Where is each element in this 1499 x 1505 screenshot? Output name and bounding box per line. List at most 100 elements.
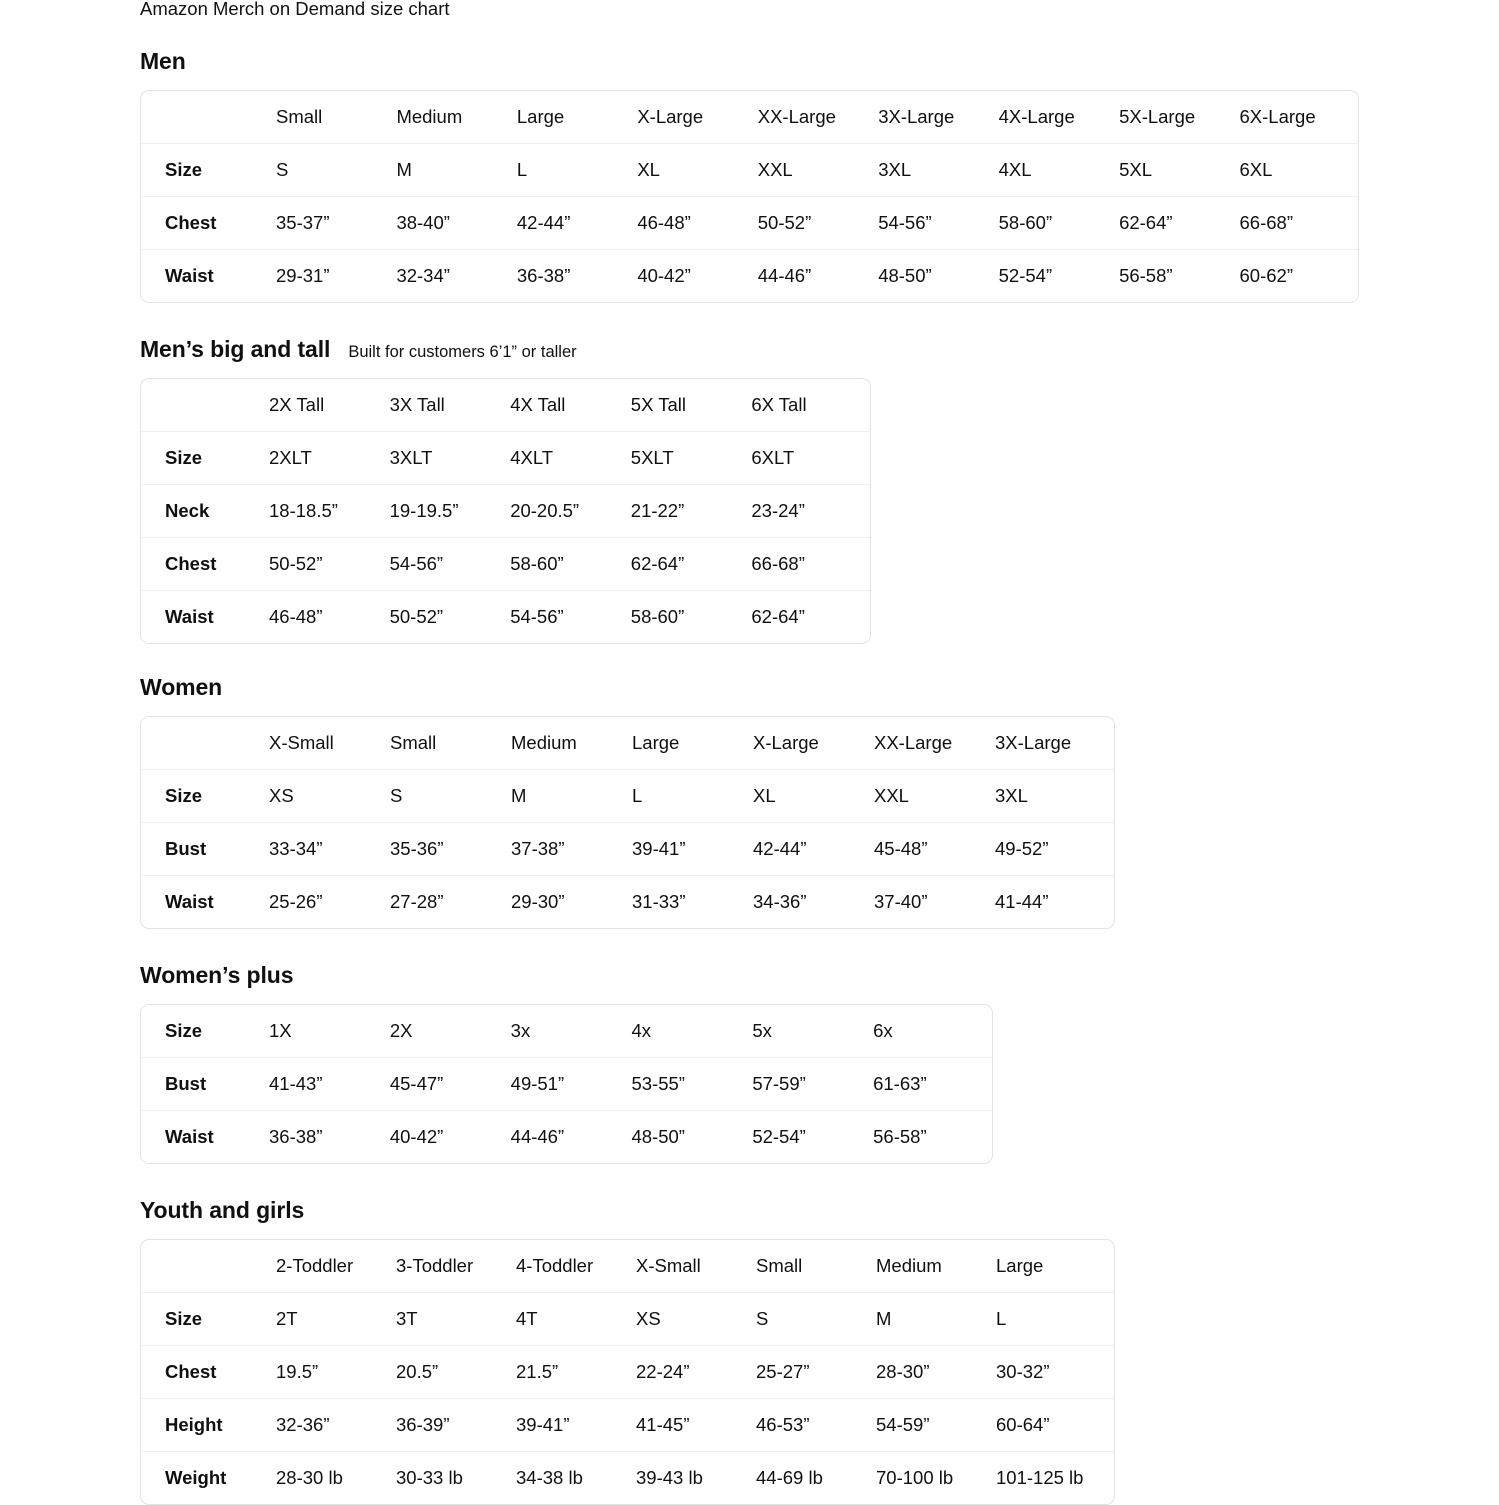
table-cell: L (514, 143, 636, 196)
column-header: X-Large (637, 106, 704, 127)
table-cell: 20-20.5” (508, 484, 629, 537)
table-cell: 50-52” (267, 537, 388, 590)
column-header: Large (516, 106, 565, 127)
table-cell: 61-63” (871, 1057, 992, 1110)
table-cell: 42-44” (514, 196, 636, 249)
table-cell: 54-56” (508, 590, 629, 643)
table-cell: 50-52” (387, 590, 509, 643)
table-row: Waist 29-31” 32-34” 36-38” 40-42” 44-46” 48-50… (141, 249, 1358, 302)
table-cell: 36-39” (394, 1398, 514, 1451)
table-cell: 22-24” (634, 1345, 754, 1398)
table-cell: 4x (631, 1020, 652, 1041)
table-header-row: 2X Tall 3X Tall 4X Tall 5X Tall 6X Tall (141, 379, 870, 431)
table-cell: 40-42” (387, 1110, 509, 1163)
column-header: X-Small (636, 1255, 701, 1276)
row-label: Weight (141, 1451, 274, 1504)
table-cell: XS (267, 769, 388, 822)
header-corner-cell (141, 1240, 274, 1292)
table-cell: 3XL (876, 143, 997, 196)
column-header: 4X Tall (510, 394, 566, 415)
table-cell: 56-58” (1117, 249, 1238, 302)
table-cell: 20.5” (394, 1345, 514, 1398)
table-cell: 18-18.5” (267, 484, 388, 537)
table-cell: 29-31” (274, 249, 395, 302)
table-cell: XL (635, 143, 756, 196)
row-label: Bust (141, 1057, 267, 1110)
table-cell: 30-32” (994, 1345, 1114, 1398)
table-cell: 49-52” (993, 822, 1114, 875)
table-cell: 3XL (993, 769, 1114, 822)
column-header: 2-Toddler (276, 1255, 354, 1276)
table-cell: 48-50” (629, 1110, 751, 1163)
table-cell: 46-53” (754, 1398, 874, 1451)
table-cell: 58-60” (508, 537, 629, 590)
table-cell: 36-38” (267, 1110, 388, 1163)
table-cell: 30-33 lb (394, 1451, 514, 1504)
header-corner-cell (141, 379, 267, 431)
table-wrapper-womenplus: Size 1X 2X 3x 4x 5x 6x Bust 41-43” 45-47” 49-51” 53… (140, 1004, 993, 1164)
table-cell: 39-41” (514, 1398, 634, 1451)
table-cell: 6XL (1237, 143, 1358, 196)
column-header: Medium (511, 732, 577, 753)
table-cell: 5XL (1117, 143, 1238, 196)
table-cell: 38-40” (394, 196, 515, 249)
table-cell: 41-44” (993, 875, 1114, 928)
table-cell: 23-24” (749, 484, 870, 537)
section-header-women: Women (140, 674, 1115, 701)
row-label: Waist (141, 249, 274, 302)
table-cell: 54-56” (876, 196, 997, 249)
column-header: Small (390, 732, 437, 753)
size-table-women: X-Small Small Medium Large X-Large XX-Large 3X… (140, 716, 1115, 929)
table-cell: 37-40” (872, 875, 993, 928)
table-cell: 35-37” (274, 196, 395, 249)
section-header-womenplus: Women’s plus (140, 962, 993, 989)
table-row: Chest 35-37” 38-40” 42-44” 46-48” 50-52” 54-56… (141, 196, 1358, 249)
table-cell: 46-48” (267, 590, 388, 643)
table-cell: 27-28” (388, 875, 509, 928)
table-cell: 70-100 lb (874, 1451, 994, 1504)
table-cell: 19-19.5” (387, 484, 509, 537)
table-cell: 37-38” (509, 822, 630, 875)
table-cell: 3XLT (387, 431, 509, 484)
table-cell: 52-54” (996, 249, 1118, 302)
table-cell: 39-41” (630, 822, 751, 875)
table-cell: 66-68” (1237, 196, 1358, 249)
table-cell: 34-36” (751, 875, 872, 928)
table-cell: 62-64” (1117, 196, 1238, 249)
table-cell: 39-43 lb (634, 1451, 754, 1504)
table-cell: 28-30” (874, 1345, 994, 1398)
size-table-youth: 2-Toddler 3-Toddler 4-Toddler X-Small Small M… (140, 1239, 1115, 1505)
column-header: 6X-Large (1239, 106, 1316, 127)
column-header: 5X-Large (1119, 106, 1196, 127)
table-cell: 31-33” (630, 875, 751, 928)
column-header: 5X Tall (630, 394, 686, 415)
column-header: Small (756, 1255, 803, 1276)
table-cell: 62-64” (749, 590, 870, 643)
table-cell: 34-38 lb (514, 1451, 634, 1504)
section-title: Men (140, 48, 186, 74)
table-cell: 36-38” (514, 249, 636, 302)
row-label: Chest (141, 537, 267, 590)
table-cell: 32-36” (274, 1398, 394, 1451)
table-cell: 40-42” (635, 249, 756, 302)
column-header: 3-Toddler (396, 1255, 474, 1276)
table-row: Size 2XLT 3XLT 4XLT 5XLT 6XLT (141, 431, 870, 484)
table-cell: 5XLT (628, 431, 750, 484)
column-header: 3X-Large (995, 732, 1072, 753)
table-cell: XS (634, 1292, 754, 1345)
table-wrapper-youth: 2-Toddler 3-Toddler 4-Toddler X-Small Small M… (140, 1239, 1115, 1505)
row-label: Waist (141, 875, 267, 928)
table-cell: 44-69 lb (754, 1451, 874, 1504)
table-row: Size XS S M L XL XXL 3XL (141, 769, 1114, 822)
table-cell: 3T (394, 1292, 514, 1345)
column-header: XX-Large (874, 732, 953, 753)
column-header: X-Small (269, 732, 334, 753)
header-corner-cell (141, 91, 274, 143)
column-header: 4X-Large (998, 106, 1075, 127)
table-cell: 4T (514, 1292, 634, 1345)
table-cell: 41-43” (267, 1057, 388, 1110)
section-title: Women (140, 674, 223, 700)
table-wrapper-bigtall: 2X Tall 3X Tall 4X Tall 5X Tall 6X Tall Size 2… (140, 378, 871, 644)
table-row: Size 1X 2X 3x 4x 5x 6x (141, 1005, 992, 1057)
